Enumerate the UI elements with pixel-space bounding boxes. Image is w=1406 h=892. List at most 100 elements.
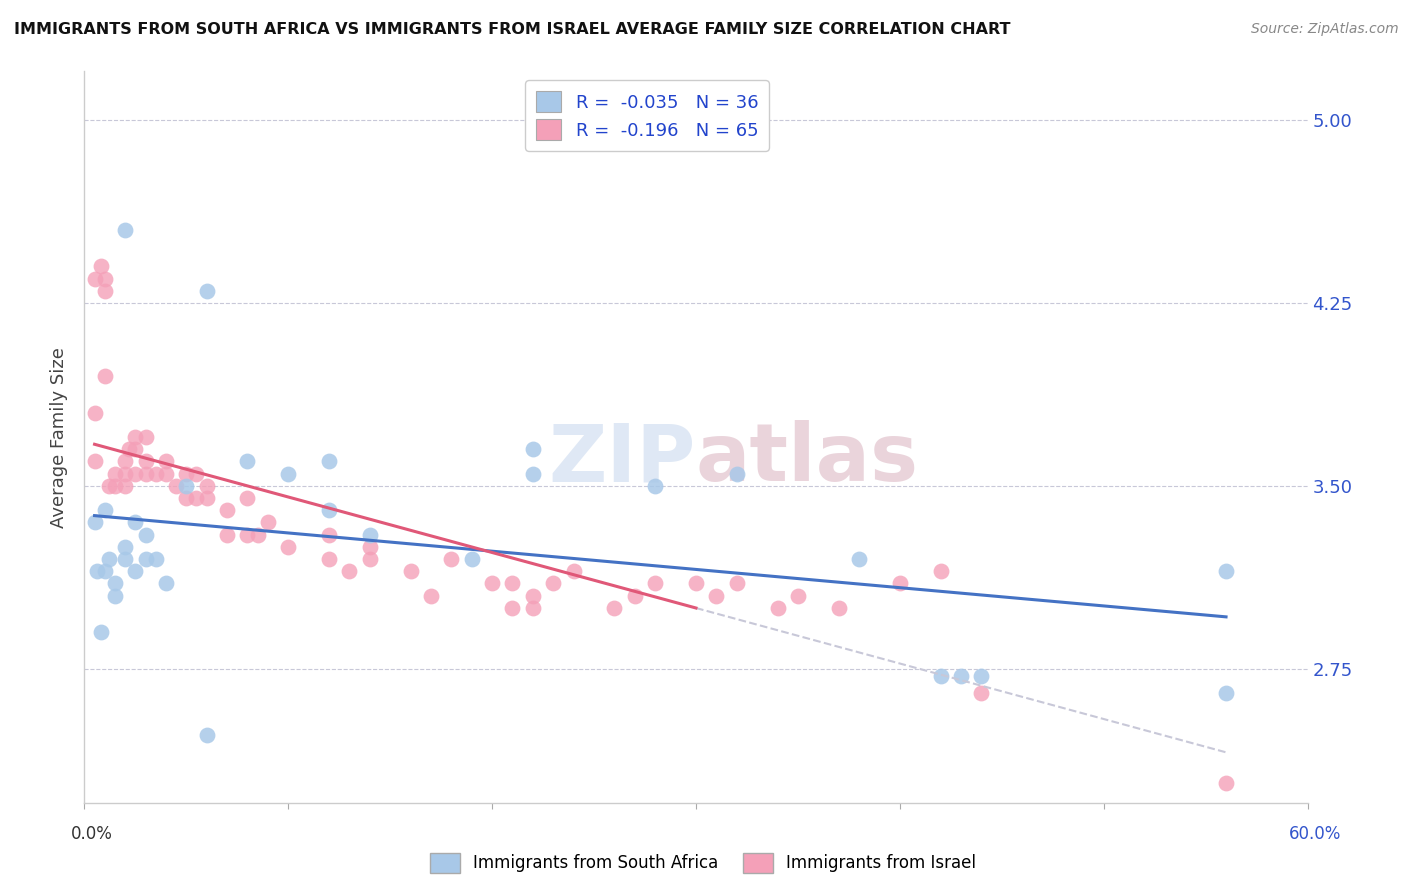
- Text: IMMIGRANTS FROM SOUTH AFRICA VS IMMIGRANTS FROM ISRAEL AVERAGE FAMILY SIZE CORRE: IMMIGRANTS FROM SOUTH AFRICA VS IMMIGRAN…: [14, 22, 1011, 37]
- Text: atlas: atlas: [696, 420, 920, 498]
- Point: [543, 576, 565, 591]
- Point: [440, 552, 463, 566]
- Point: [186, 467, 208, 481]
- Point: [90, 625, 112, 640]
- Point: [186, 491, 208, 505]
- Point: [195, 727, 218, 741]
- Point: [97, 479, 120, 493]
- Point: [176, 491, 198, 505]
- Point: [236, 491, 259, 505]
- Point: [277, 540, 299, 554]
- Point: [929, 564, 952, 578]
- Legend: Immigrants from South Africa, Immigrants from Israel: Immigrants from South Africa, Immigrants…: [423, 847, 983, 880]
- Point: [399, 564, 422, 578]
- Point: [93, 503, 117, 517]
- Point: [766, 600, 789, 615]
- Point: [93, 369, 117, 384]
- Point: [83, 271, 105, 285]
- Point: [135, 430, 157, 444]
- Point: [124, 516, 146, 530]
- Point: [562, 564, 585, 578]
- Point: [114, 467, 136, 481]
- Text: ZIP: ZIP: [548, 420, 696, 498]
- Point: [420, 589, 443, 603]
- Point: [685, 576, 707, 591]
- Point: [848, 552, 870, 566]
- Point: [1215, 776, 1237, 790]
- Point: [114, 552, 136, 566]
- Point: [644, 479, 666, 493]
- Point: [155, 454, 177, 468]
- Point: [644, 576, 666, 591]
- Point: [522, 467, 544, 481]
- Point: [318, 454, 340, 468]
- Point: [195, 491, 218, 505]
- Point: [787, 589, 810, 603]
- Text: 60.0%: 60.0%: [1288, 825, 1341, 843]
- Point: [481, 576, 503, 591]
- Point: [124, 467, 146, 481]
- Point: [114, 540, 136, 554]
- Point: [135, 552, 157, 566]
- Point: [502, 600, 524, 615]
- Point: [318, 527, 340, 541]
- Point: [970, 686, 993, 700]
- Point: [93, 271, 117, 285]
- Y-axis label: Average Family Size: Average Family Size: [51, 347, 69, 527]
- Point: [114, 223, 136, 237]
- Point: [97, 552, 120, 566]
- Legend: R =  -0.035   N = 36, R =  -0.196   N = 65: R = -0.035 N = 36, R = -0.196 N = 65: [524, 80, 769, 151]
- Point: [165, 479, 187, 493]
- Point: [725, 467, 748, 481]
- Point: [104, 576, 127, 591]
- Point: [118, 442, 141, 457]
- Point: [624, 589, 647, 603]
- Point: [135, 527, 157, 541]
- Point: [257, 516, 280, 530]
- Point: [1215, 686, 1237, 700]
- Point: [176, 479, 198, 493]
- Point: [828, 600, 851, 615]
- Point: [950, 669, 973, 683]
- Point: [970, 669, 993, 683]
- Point: [93, 564, 117, 578]
- Point: [114, 454, 136, 468]
- Point: [318, 552, 340, 566]
- Point: [522, 442, 544, 457]
- Point: [725, 576, 748, 591]
- Text: Source: ZipAtlas.com: Source: ZipAtlas.com: [1251, 22, 1399, 37]
- Point: [359, 552, 381, 566]
- Point: [155, 467, 177, 481]
- Text: 0.0%: 0.0%: [70, 825, 112, 843]
- Point: [339, 564, 361, 578]
- Point: [318, 503, 340, 517]
- Point: [929, 669, 952, 683]
- Point: [502, 576, 524, 591]
- Point: [217, 503, 239, 517]
- Point: [176, 467, 198, 481]
- Point: [124, 564, 146, 578]
- Point: [135, 467, 157, 481]
- Point: [1215, 564, 1237, 578]
- Point: [706, 589, 728, 603]
- Point: [889, 576, 911, 591]
- Point: [359, 527, 381, 541]
- Point: [603, 600, 626, 615]
- Point: [104, 479, 127, 493]
- Point: [155, 576, 177, 591]
- Point: [90, 260, 112, 274]
- Point: [83, 516, 105, 530]
- Point: [522, 589, 544, 603]
- Point: [522, 600, 544, 615]
- Point: [359, 540, 381, 554]
- Point: [195, 284, 218, 298]
- Point: [83, 406, 105, 420]
- Point: [195, 479, 218, 493]
- Point: [236, 454, 259, 468]
- Point: [124, 430, 146, 444]
- Point: [104, 467, 127, 481]
- Point: [145, 552, 167, 566]
- Point: [86, 564, 108, 578]
- Point: [124, 442, 146, 457]
- Point: [277, 467, 299, 481]
